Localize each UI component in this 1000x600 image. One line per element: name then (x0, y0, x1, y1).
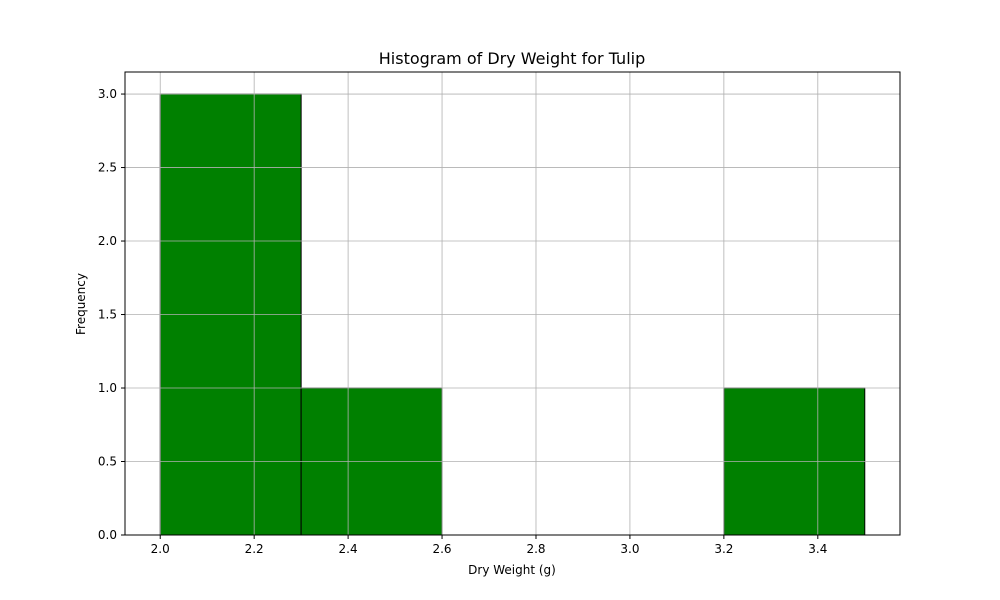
y-tick-label-0: 0.0 (98, 528, 117, 542)
y-axis-label: Frequency (74, 273, 88, 335)
y-tick-label-3: 1.5 (98, 308, 117, 322)
y-tick-label-1: 0.5 (98, 455, 117, 469)
y-tick-label-6: 3.0 (98, 87, 117, 101)
x-axis-label: Dry Weight (g) (468, 563, 556, 577)
x-tick-label-1: 2.2 (245, 542, 264, 556)
x-tick-label-4: 2.8 (526, 542, 545, 556)
y-tick-label-4: 2.0 (98, 234, 117, 248)
y-tick-label-5: 2.5 (98, 161, 117, 175)
chart-title: Histogram of Dry Weight for Tulip (379, 49, 646, 68)
x-tick-label-5: 3.0 (620, 542, 639, 556)
x-tick-label-0: 2.0 (151, 542, 170, 556)
x-tick-label-3: 2.6 (432, 542, 451, 556)
x-tick-label-7: 3.4 (808, 542, 827, 556)
x-tick-label-6: 3.2 (714, 542, 733, 556)
x-tick-label-2: 2.4 (339, 542, 358, 556)
grid-group (125, 72, 900, 536)
y-tick-label-2: 1.0 (98, 381, 117, 395)
plot-frame (124, 71, 901, 536)
ticks-group: 2.0 2.2 2.4 2.6 2.8 3.0 3.2 3.4 0.0 0.5 1.0 1.5 2.0 2… (98, 87, 827, 556)
